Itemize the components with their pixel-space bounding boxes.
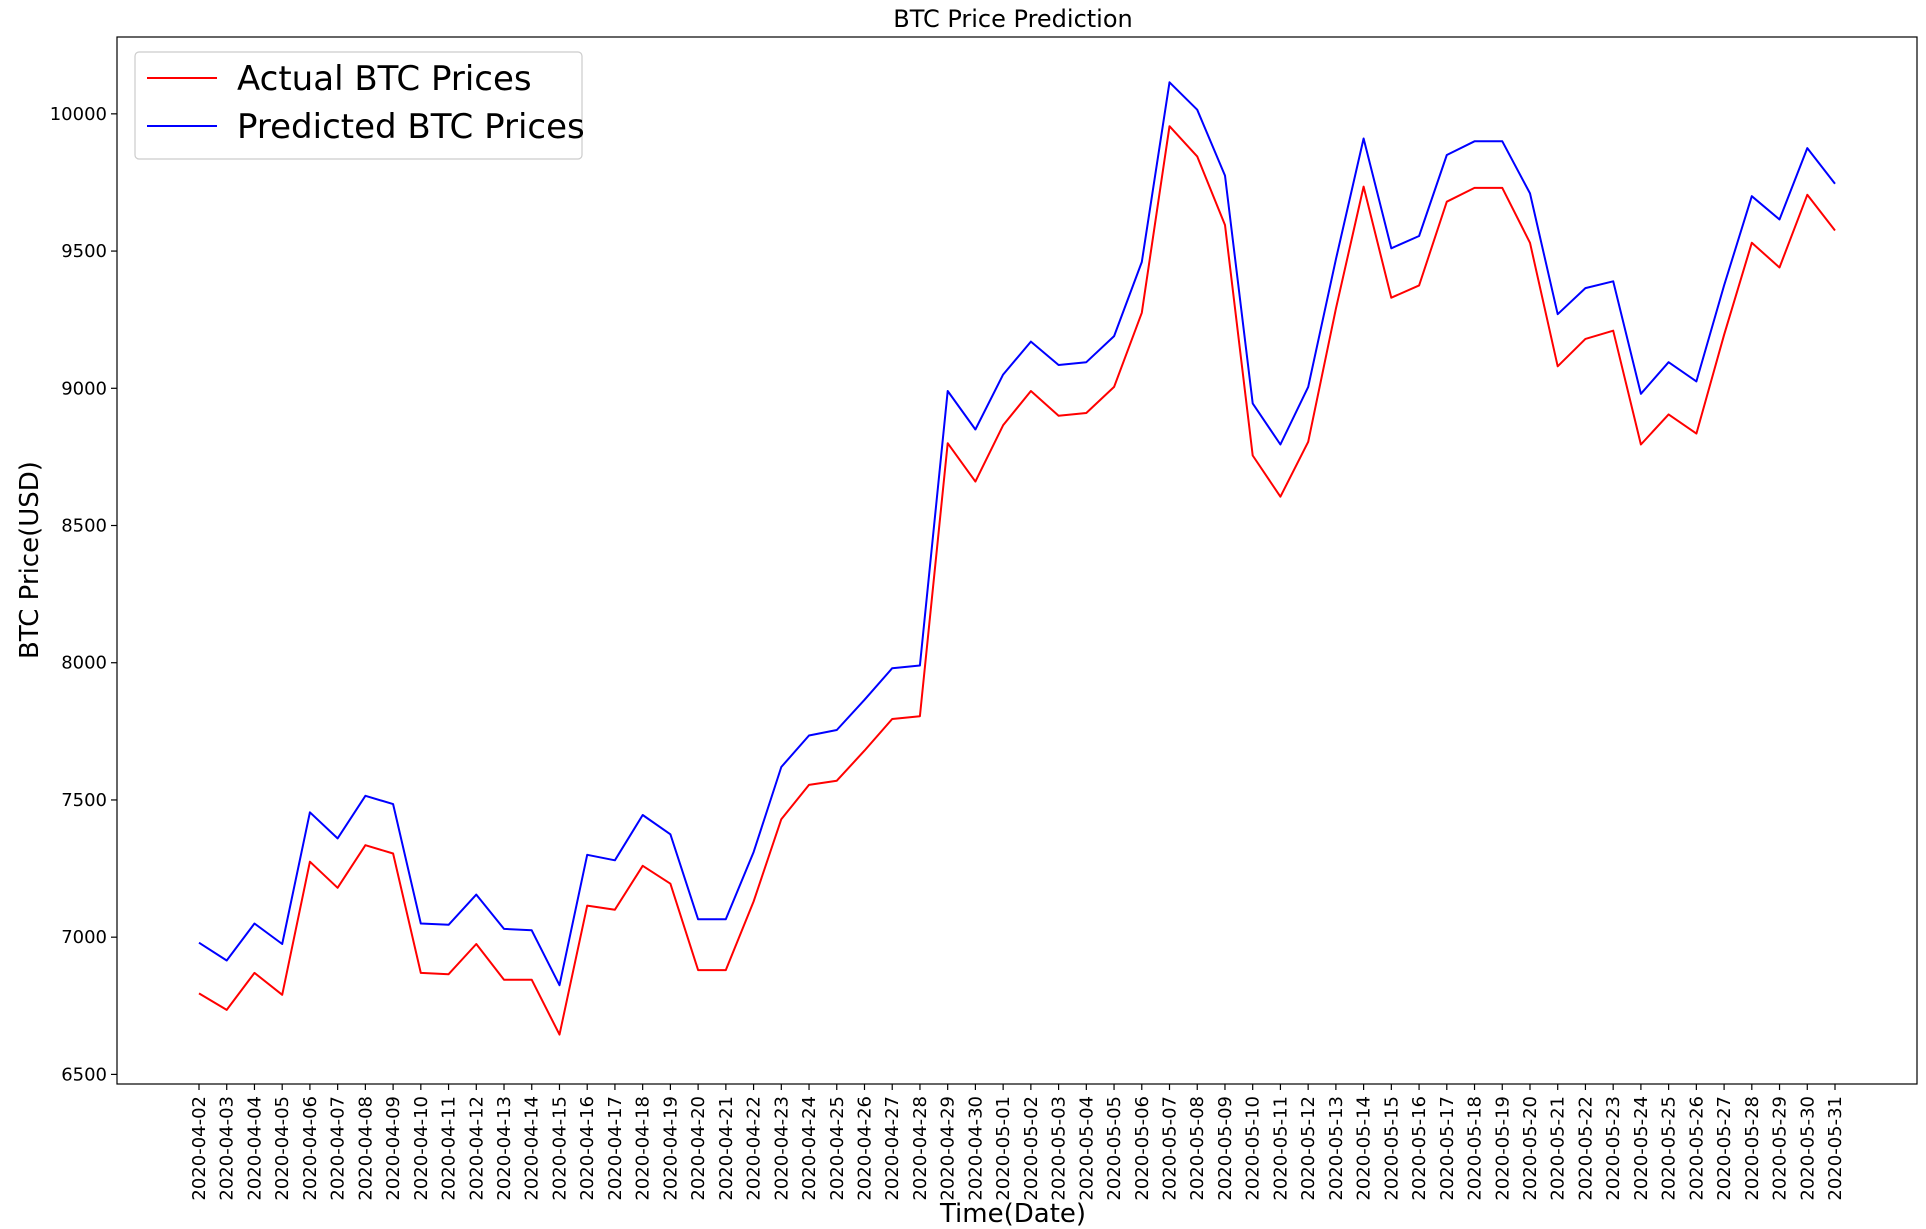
x-tick-label: 2020-05-14 <box>1354 1096 1375 1201</box>
x-tick-label: 2020-05-10 <box>1243 1096 1264 1201</box>
x-tick-label: 2020-04-29 <box>938 1096 959 1201</box>
x-tick-label: 2020-04-28 <box>910 1096 931 1201</box>
x-tick-label: 2020-04-02 <box>189 1096 210 1201</box>
x-tick-label: 2020-05-07 <box>1160 1096 1181 1201</box>
y-axis: 6500 7000 7500 8000 8500 9000 9500 10000 <box>50 104 117 1085</box>
y-tick-label: 9000 <box>61 378 107 399</box>
x-tick-label: 2020-04-30 <box>965 1096 986 1201</box>
x-tick-label: 2020-05-05 <box>1104 1096 1125 1201</box>
x-tick-label: 2020-05-25 <box>1659 1096 1680 1201</box>
x-tick-label: 2020-05-19 <box>1492 1096 1513 1201</box>
x-tick-label: 2020-04-20 <box>688 1096 709 1201</box>
x-tick-label: 2020-05-11 <box>1270 1096 1291 1201</box>
x-tick-label: 2020-05-01 <box>993 1096 1014 1201</box>
x-tick-label: 2020-04-12 <box>466 1096 487 1201</box>
x-tick-label: 2020-05-06 <box>1132 1096 1153 1201</box>
x-tick-label: 2020-04-18 <box>633 1096 654 1201</box>
x-tick-label: 2020-05-16 <box>1409 1096 1430 1201</box>
y-tick-label: 8500 <box>61 516 107 537</box>
x-tick-label: 2020-04-07 <box>328 1096 349 1201</box>
x-tick-label: 2020-05-03 <box>1049 1096 1070 1201</box>
x-tick-label: 2020-04-22 <box>744 1096 765 1201</box>
plot-area <box>116 36 1918 1085</box>
x-tick-label: 2020-04-15 <box>549 1096 570 1201</box>
x-tick-label: 2020-04-11 <box>439 1096 460 1201</box>
y-axis-label: BTC Price(USD) <box>15 461 45 659</box>
x-tick-label: 2020-04-21 <box>716 1096 737 1201</box>
x-tick-label: 2020-05-09 <box>1215 1096 1236 1201</box>
x-tick-label: 2020-04-10 <box>411 1096 432 1201</box>
series-line-predicted <box>198 81 1836 987</box>
x-tick-label: 2020-04-24 <box>799 1096 820 1201</box>
x-tick-label: 2020-05-23 <box>1603 1096 1624 1201</box>
x-tick-label: 2020-05-15 <box>1381 1096 1402 1201</box>
x-tick-label: 2020-04-09 <box>383 1096 404 1201</box>
x-tick-label: 2020-05-22 <box>1575 1096 1596 1201</box>
x-tick-label: 2020-05-31 <box>1825 1096 1846 1201</box>
x-tick-label: 2020-05-02 <box>1021 1096 1042 1201</box>
x-tick-label: 2020-04-03 <box>217 1096 238 1201</box>
x-tick-label: 2020-05-21 <box>1548 1096 1569 1201</box>
x-tick-label: 2020-05-28 <box>1742 1096 1763 1201</box>
x-tick-label: 2020-05-13 <box>1326 1096 1347 1201</box>
x-tick-label: 2020-05-30 <box>1797 1096 1818 1201</box>
x-tick-label: 2020-05-12 <box>1298 1096 1319 1201</box>
y-tick-label: 8000 <box>61 653 107 674</box>
x-tick-label: 2020-05-20 <box>1520 1096 1541 1201</box>
x-tick-label: 2020-04-08 <box>355 1096 376 1201</box>
x-tick-label: 2020-05-17 <box>1437 1096 1458 1201</box>
x-tick-label: 2020-04-14 <box>522 1096 543 1201</box>
x-tick-label: 2020-04-19 <box>660 1096 681 1201</box>
x-tick-label: 2020-04-04 <box>244 1096 265 1201</box>
legend-label-actual: Actual BTC Prices <box>237 59 532 99</box>
y-tick-label: 9500 <box>61 241 107 262</box>
chart-title: BTC Price Prediction <box>893 5 1133 33</box>
x-tick-label: 2020-05-18 <box>1465 1096 1486 1201</box>
series-line-actual <box>198 125 1836 1036</box>
x-tick-label: 2020-04-26 <box>854 1096 875 1201</box>
legend-label-predicted: Predicted BTC Prices <box>237 107 585 147</box>
x-tick-label: 2020-04-23 <box>771 1096 792 1201</box>
y-tick-label: 10000 <box>50 104 107 125</box>
x-axis-label: Time(Date) <box>939 1199 1086 1229</box>
x-tick-label: 2020-04-05 <box>272 1096 293 1201</box>
y-tick-label: 7000 <box>61 927 107 948</box>
x-tick-label: 2020-05-08 <box>1187 1096 1208 1201</box>
y-tick-label: 7500 <box>61 790 107 811</box>
x-tick-label: 2020-05-24 <box>1631 1096 1652 1201</box>
x-tick-label: 2020-04-06 <box>300 1096 321 1201</box>
x-tick-label: 2020-04-16 <box>577 1096 598 1201</box>
legend-box <box>134 51 583 160</box>
x-tick-label: 2020-05-26 <box>1686 1096 1707 1201</box>
x-tick-label: 2020-05-27 <box>1714 1096 1735 1201</box>
x-tick-label: 2020-04-25 <box>827 1096 848 1201</box>
x-tick-label: 2020-04-17 <box>605 1096 626 1201</box>
legend: Actual BTC Prices Predicted BTC Prices <box>134 51 585 160</box>
y-tick-label: 6500 <box>61 1064 107 1085</box>
series-lines <box>198 81 1836 1036</box>
x-tick-label: 2020-04-27 <box>882 1096 903 1201</box>
x-axis: 2020-04-02 2020-04-03 2020-04-04 2020-04-05… <box>189 1084 1846 1201</box>
x-tick-label: 2020-04-13 <box>494 1096 515 1201</box>
x-tick-label: 2020-05-29 <box>1770 1096 1791 1201</box>
x-tick-label: 2020-05-04 <box>1076 1096 1097 1201</box>
